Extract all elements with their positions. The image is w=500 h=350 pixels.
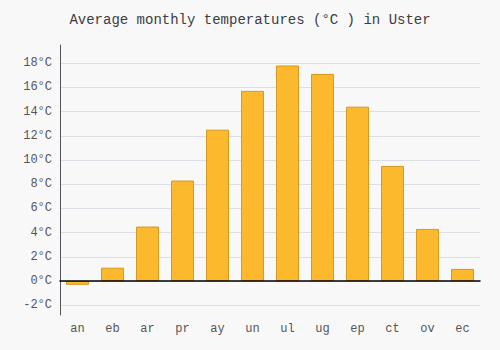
svg-text:-2°C: -2°C [23, 298, 52, 312]
svg-text:6°C: 6°C [30, 201, 52, 215]
svg-text:un: un [245, 322, 259, 336]
svg-text:12°C: 12°C [23, 129, 52, 143]
svg-text:ug: ug [315, 322, 329, 336]
svg-text:an: an [70, 322, 84, 336]
svg-text:ct: ct [385, 322, 399, 336]
svg-text:10°C: 10°C [23, 153, 52, 167]
svg-text:ay: ay [210, 322, 224, 336]
svg-text:4°C: 4°C [30, 226, 52, 240]
svg-text:0°C: 0°C [30, 274, 52, 288]
svg-text:16°C: 16°C [23, 80, 52, 94]
svg-text:8°C: 8°C [30, 177, 52, 191]
svg-text:ec: ec [455, 322, 469, 336]
svg-text:2°C: 2°C [30, 250, 52, 264]
svg-text:14°C: 14°C [23, 105, 52, 119]
svg-text:ov: ov [420, 322, 434, 336]
svg-text:ar: ar [140, 322, 154, 336]
svg-text:Average monthly temperatures (: Average monthly temperatures (°C ) in Us… [69, 12, 430, 28]
svg-text:18°C: 18°C [23, 56, 52, 70]
svg-text:eb: eb [105, 322, 119, 336]
svg-text:pr: pr [175, 322, 189, 336]
svg-text:ul: ul [280, 322, 294, 336]
svg-text:ep: ep [350, 322, 364, 336]
